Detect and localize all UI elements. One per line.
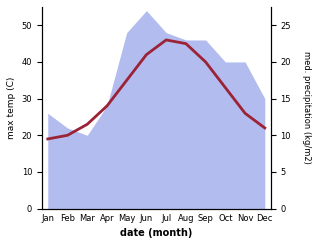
Y-axis label: max temp (C): max temp (C) xyxy=(7,77,16,139)
Y-axis label: med. precipitation (kg/m2): med. precipitation (kg/m2) xyxy=(302,51,311,164)
X-axis label: date (month): date (month) xyxy=(120,228,192,238)
